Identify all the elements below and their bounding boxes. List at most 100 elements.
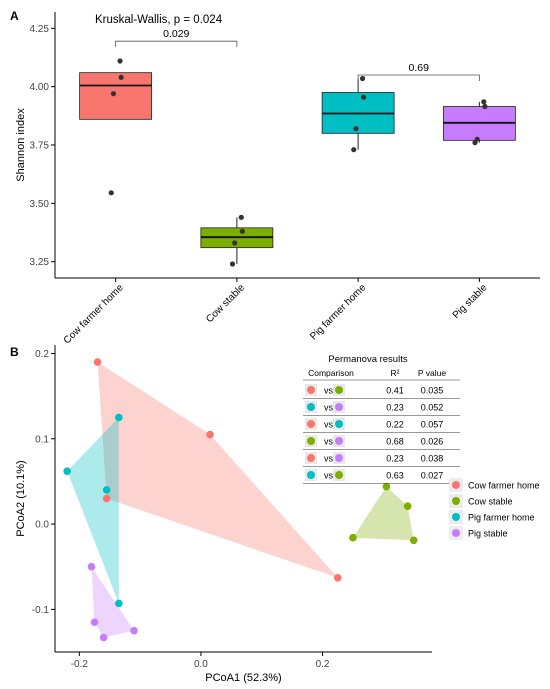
y-tick-label-a: 3.25 xyxy=(30,257,50,268)
comparison-bracket xyxy=(357,74,480,81)
pcoa-point-cow_stable xyxy=(382,482,391,491)
pcoa-point-cow_farmer_home xyxy=(333,574,342,582)
permanova-r2: 0.68 xyxy=(386,437,404,447)
y-tick-label-a: 3.75 xyxy=(30,141,50,152)
vs-label: vs xyxy=(324,437,334,447)
pcoa-point-pig_stable xyxy=(99,633,108,642)
permanova-p: 0.026 xyxy=(421,437,444,447)
swatch-cow_stable xyxy=(335,471,343,479)
x-tick-label-a: Pig stable xyxy=(451,282,490,321)
pcoa-point-pig_farmer_home xyxy=(102,486,111,494)
permanova-title: Permanova results xyxy=(328,354,407,365)
swatch-pig_farmer_home xyxy=(335,420,343,428)
data-point xyxy=(110,91,117,97)
pcoa-point-cow_farmer_home xyxy=(206,430,214,439)
vs-label: vs xyxy=(324,454,334,464)
pcoa-point-pig_farmer_home xyxy=(63,467,71,476)
chart-title-a: Kruskal-Wallis, p = 0.024 xyxy=(95,14,223,26)
permanova-header-r2: R² xyxy=(391,368,400,378)
hull-cow_farmer_home xyxy=(97,362,338,578)
data-point xyxy=(229,261,236,267)
hull-pig_farmer_home xyxy=(67,417,119,604)
permanova-p: 0.035 xyxy=(421,386,444,396)
permanova-r2: 0.23 xyxy=(386,403,404,413)
data-point xyxy=(481,99,487,105)
panel-label-b: B xyxy=(10,345,19,359)
data-point xyxy=(239,228,245,234)
data-point xyxy=(353,126,359,132)
y-tick-label-b: 0.0 xyxy=(35,520,49,531)
pcoa-point-cow_farmer_home xyxy=(102,494,111,503)
y-tick-label-b: 0.1 xyxy=(35,434,49,445)
legend-label: Cow stable xyxy=(468,497,513,507)
vs-label: vs xyxy=(324,420,334,430)
data-point xyxy=(117,58,123,64)
swatch-pig_farmer_home xyxy=(307,471,315,479)
swatch-cow_farmer_home xyxy=(307,386,315,394)
permanova-r2: 0.41 xyxy=(386,386,404,396)
y-tick-label-a: 3.50 xyxy=(30,199,50,210)
permanova-r2: 0.63 xyxy=(386,471,404,481)
legend-marker-cow_farmer_home xyxy=(452,481,460,489)
pcoa-point-pig_farmer_home xyxy=(115,599,123,608)
x-tick-label-a: Cow farmer home xyxy=(62,282,126,346)
hull-pig_stable xyxy=(91,566,135,638)
data-point xyxy=(238,214,244,220)
pcoa-point-pig_stable xyxy=(90,618,99,626)
permanova-p: 0.027 xyxy=(421,471,444,481)
data-point xyxy=(359,75,366,82)
y-axis-label-a: Shannon index xyxy=(15,108,27,182)
comparison-p-value: 0.69 xyxy=(409,62,430,74)
swatch-pig_farmer_home xyxy=(307,403,315,411)
swatch-pig_stable xyxy=(335,454,343,462)
permanova-r2: 0.23 xyxy=(386,454,404,464)
x-tick-label-a: Pig farmer home xyxy=(308,282,368,342)
x-tick-label-a: Cow stable xyxy=(204,282,247,325)
permanova-p: 0.052 xyxy=(421,403,444,413)
x-tick-label-b: 0.2 xyxy=(316,659,330,670)
swatch-cow_stable xyxy=(335,386,343,394)
permanova-header-p: P value xyxy=(418,368,446,378)
vs-label: vs xyxy=(324,471,334,481)
panel-label-a: A xyxy=(10,9,19,23)
comparison-p-value: 0.029 xyxy=(163,28,189,40)
data-point xyxy=(108,190,114,196)
pcoa-point-cow_stable xyxy=(409,536,418,545)
permanova-r2: 0.22 xyxy=(386,420,404,430)
pcoa-point-pig_stable xyxy=(130,626,138,635)
legend-marker-pig_farmer_home xyxy=(452,513,460,521)
box-cow_farmer_home xyxy=(79,72,153,120)
vs-label: vs xyxy=(324,386,334,396)
pcoa-point-pig_stable xyxy=(87,562,96,571)
legend-label: Pig stable xyxy=(468,529,508,539)
y-tick-label-a: 4.25 xyxy=(30,24,50,35)
y-tick-label-a: 4.00 xyxy=(30,82,50,93)
swatch-cow_stable xyxy=(307,437,315,445)
data-point xyxy=(232,240,238,246)
data-point xyxy=(118,74,124,80)
legend-label: Cow farmer home xyxy=(468,481,540,491)
permanova-p: 0.038 xyxy=(421,454,444,464)
legend-label: Pig farmer home xyxy=(468,513,535,523)
legend-marker-pig_stable xyxy=(452,529,460,537)
hull-cow_stable xyxy=(352,486,414,541)
swatch-cow_farmer_home xyxy=(307,454,315,462)
comparison-bracket xyxy=(115,40,238,48)
x-tick-label-b: -0.2 xyxy=(71,659,89,670)
data-point xyxy=(482,103,488,110)
y-tick-label-b: -0.1 xyxy=(32,605,50,616)
legend-marker-cow_stable xyxy=(452,497,460,505)
pcoa-point-pig_farmer_home xyxy=(115,413,123,422)
vs-label: vs xyxy=(324,403,334,413)
y-axis-label-b: PCoA2 (10.1%) xyxy=(15,460,27,536)
data-point xyxy=(361,94,367,100)
x-tick-label-b: 0.0 xyxy=(194,659,208,670)
pcoa-point-cow_stable xyxy=(349,533,357,542)
data-point xyxy=(472,140,478,146)
permanova-header-comparison: Comparison xyxy=(308,368,354,378)
permanova-p: 0.057 xyxy=(421,420,444,430)
swatch-cow_farmer_home xyxy=(307,420,315,428)
data-point xyxy=(351,147,357,153)
x-axis-label-b: PCoA1 (52.3%) xyxy=(205,672,281,684)
y-tick-label-b: 0.2 xyxy=(35,349,49,360)
